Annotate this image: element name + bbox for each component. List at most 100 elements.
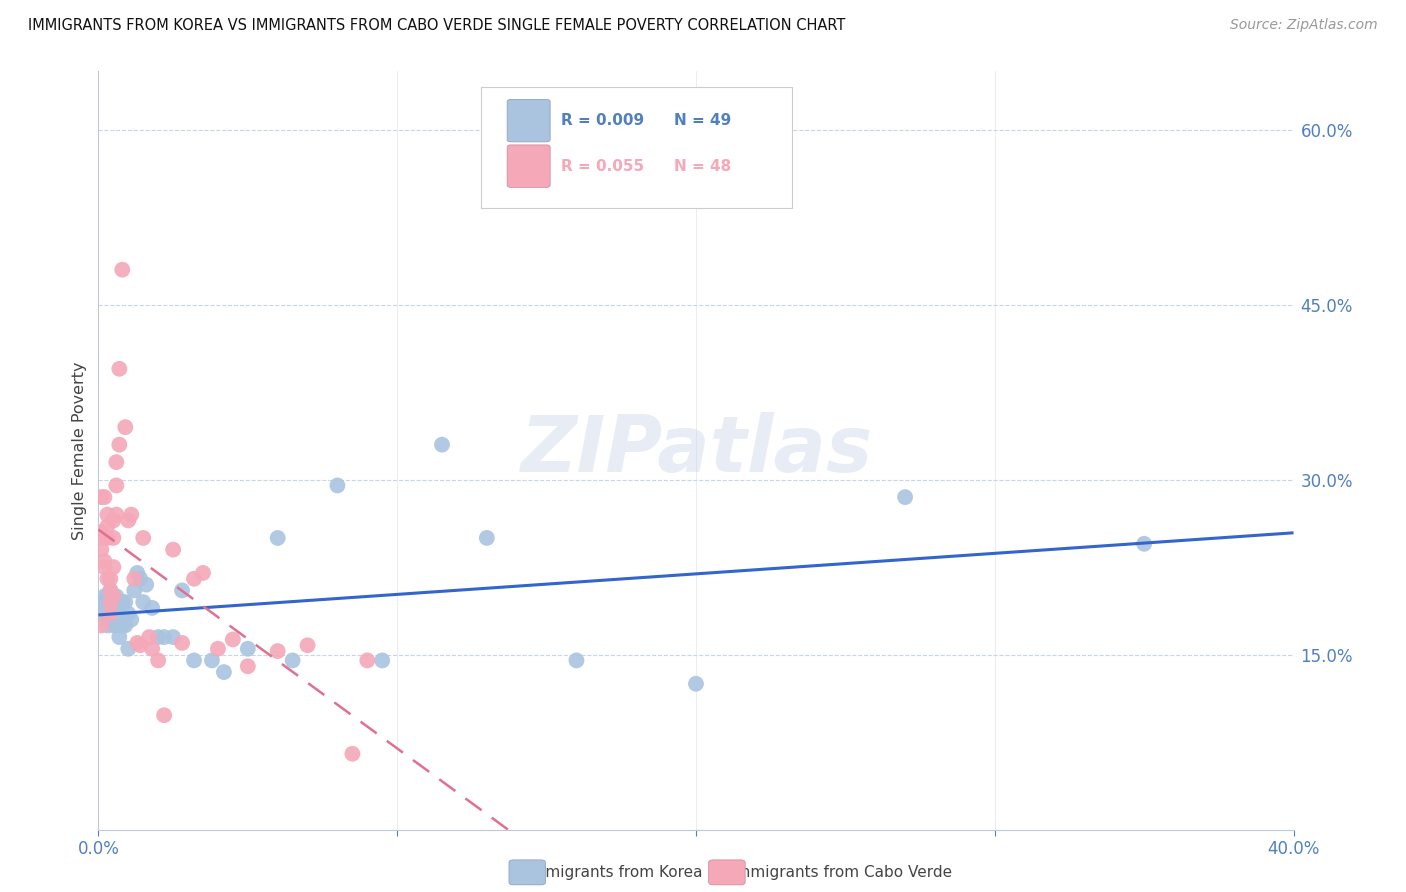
Point <box>90 595 112 609</box>
Point <box>138 630 160 644</box>
Point <box>172 583 194 598</box>
Point <box>127 566 149 580</box>
FancyBboxPatch shape <box>508 99 550 142</box>
Point <box>93 490 115 504</box>
Point <box>162 630 184 644</box>
Point <box>148 630 170 644</box>
Point <box>96 607 118 621</box>
Point <box>90 490 112 504</box>
Point <box>342 747 364 761</box>
Point <box>111 595 134 609</box>
Point <box>93 589 115 603</box>
Point <box>90 607 112 621</box>
Point <box>103 513 125 527</box>
Text: IMMIGRANTS FROM KOREA VS IMMIGRANTS FROM CABO VERDE SINGLE FEMALE POVERTY CORREL: IMMIGRANTS FROM KOREA VS IMMIGRANTS FROM… <box>28 18 845 33</box>
Point <box>127 636 149 650</box>
Text: R = 0.009: R = 0.009 <box>561 113 644 128</box>
Point <box>93 560 115 574</box>
Text: N = 48: N = 48 <box>675 159 731 174</box>
Point <box>183 572 205 586</box>
Point <box>129 638 152 652</box>
Point <box>96 519 118 533</box>
Point <box>98 595 122 609</box>
Point <box>108 437 131 451</box>
FancyBboxPatch shape <box>481 87 792 208</box>
Point <box>153 630 176 644</box>
Point <box>132 595 155 609</box>
Point <box>105 618 128 632</box>
Point <box>236 659 259 673</box>
Point <box>111 618 134 632</box>
Point <box>90 618 112 632</box>
Point <box>191 566 214 580</box>
Point <box>201 653 224 667</box>
Point <box>105 607 128 621</box>
Point <box>103 618 125 632</box>
Point <box>98 613 122 627</box>
FancyBboxPatch shape <box>508 145 550 187</box>
Point <box>96 589 118 603</box>
Point <box>162 542 184 557</box>
Point <box>105 589 128 603</box>
Point <box>267 531 290 545</box>
Point <box>114 618 136 632</box>
Point <box>565 653 588 667</box>
Point <box>114 420 136 434</box>
Point <box>96 508 118 522</box>
Point <box>103 531 125 545</box>
Point <box>141 641 163 656</box>
Point <box>117 513 139 527</box>
Point <box>105 508 128 522</box>
Point <box>222 632 245 647</box>
Point <box>103 601 125 615</box>
Point <box>105 455 128 469</box>
Point <box>685 677 707 691</box>
Point <box>96 572 118 586</box>
Point <box>212 665 235 679</box>
Point <box>96 618 118 632</box>
Point <box>124 583 146 598</box>
Point <box>90 525 112 540</box>
Point <box>108 630 131 644</box>
Text: N = 49: N = 49 <box>675 113 731 128</box>
Point <box>297 638 319 652</box>
Point <box>108 607 131 621</box>
Text: ZIPatlas: ZIPatlas <box>520 412 872 489</box>
Text: Immigrants from Cabo Verde: Immigrants from Cabo Verde <box>731 865 952 880</box>
Point <box>132 531 155 545</box>
Point <box>93 601 115 615</box>
Point <box>120 613 142 627</box>
Point <box>371 653 394 667</box>
Point <box>207 641 229 656</box>
Point <box>103 595 125 609</box>
Text: Immigrants from Korea: Immigrants from Korea <box>526 865 703 880</box>
Point <box>356 653 378 667</box>
Point <box>475 531 498 545</box>
Point <box>148 653 170 667</box>
Point <box>141 601 163 615</box>
Point <box>172 636 194 650</box>
Point <box>98 583 122 598</box>
Point <box>108 361 131 376</box>
Text: Source: ZipAtlas.com: Source: ZipAtlas.com <box>1230 18 1378 32</box>
Point <box>120 508 142 522</box>
Point <box>90 542 112 557</box>
Point <box>96 531 118 545</box>
Point <box>894 490 917 504</box>
Text: R = 0.055: R = 0.055 <box>561 159 644 174</box>
Point <box>117 641 139 656</box>
Y-axis label: Single Female Poverty: Single Female Poverty <box>72 361 87 540</box>
Point <box>153 708 176 723</box>
Point <box>93 531 115 545</box>
Point <box>98 583 122 598</box>
Point <box>430 437 453 451</box>
Point <box>236 641 259 656</box>
Point <box>105 478 128 492</box>
Point <box>103 589 125 603</box>
Point <box>98 572 122 586</box>
Point <box>1133 537 1156 551</box>
Point <box>117 607 139 621</box>
Point <box>103 560 125 574</box>
Point <box>93 554 115 568</box>
Point <box>135 577 157 591</box>
